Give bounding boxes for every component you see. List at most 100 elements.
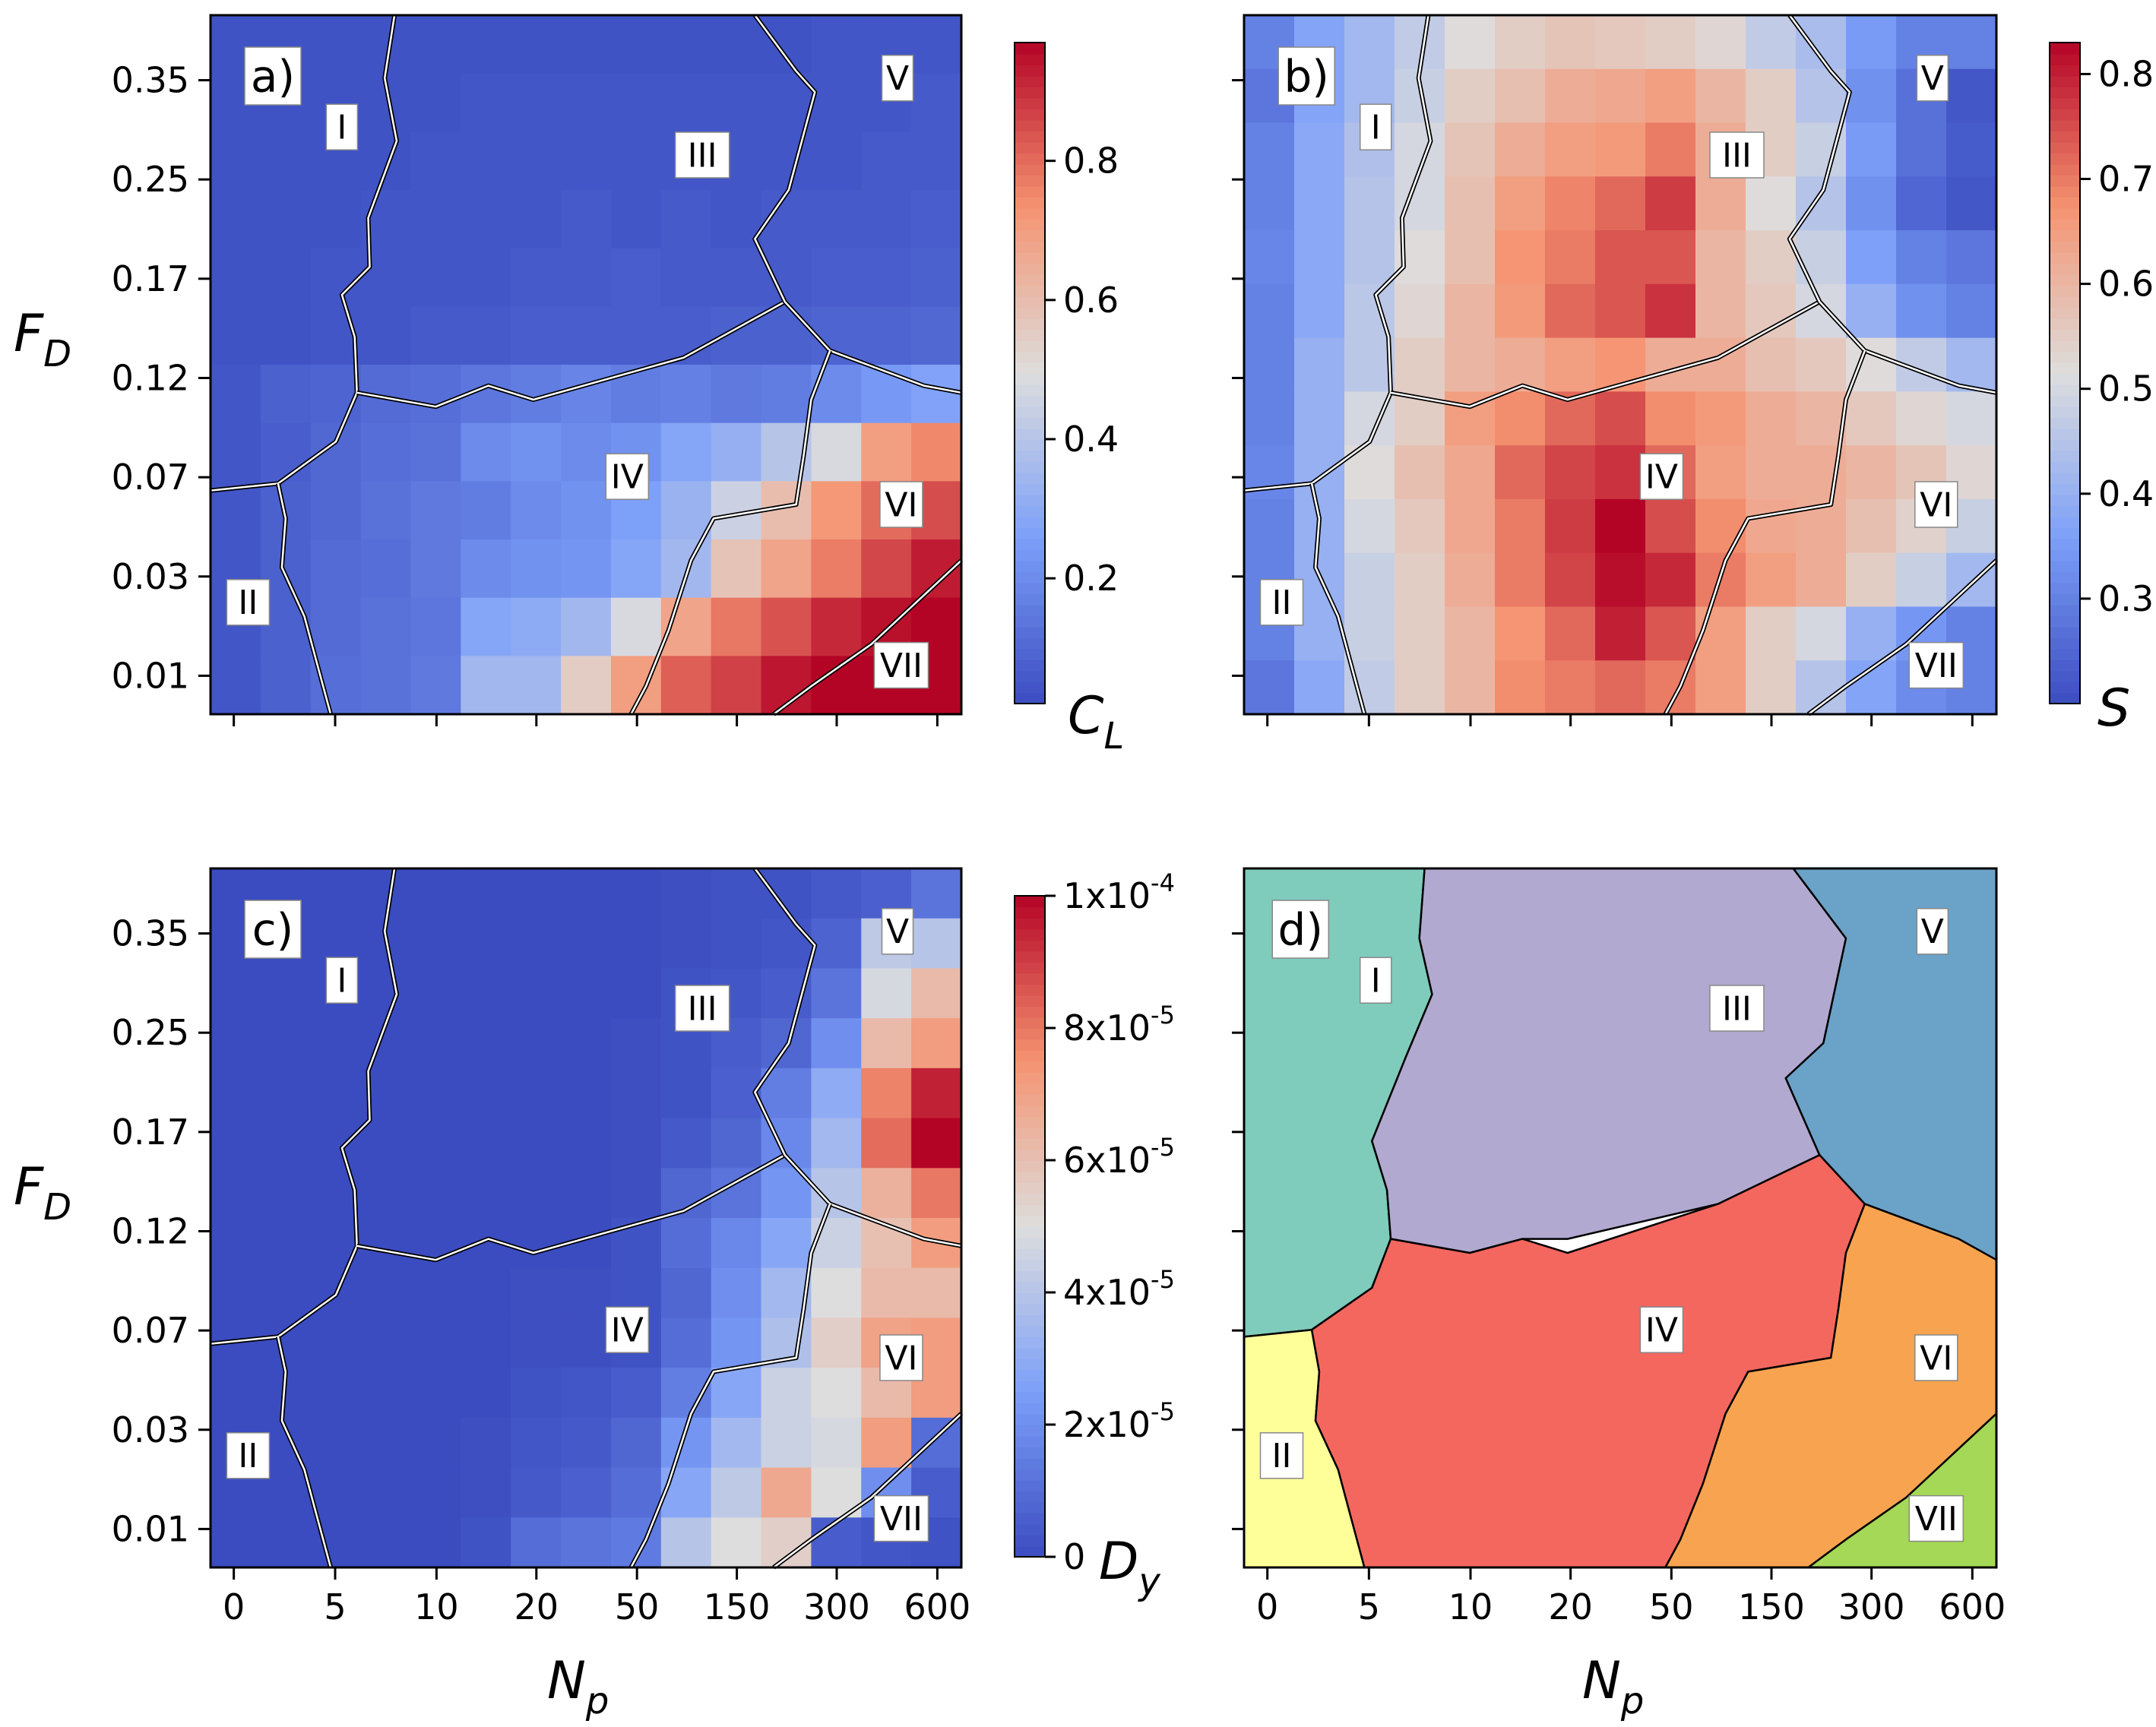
heatmap-cell — [1695, 15, 1746, 70]
colorbar-segment — [1015, 648, 1045, 660]
panel-letter: a) — [251, 50, 295, 102]
region-label: V — [1921, 913, 1944, 951]
colorbar-segment — [1015, 141, 1045, 153]
heatmap-cell — [461, 73, 511, 132]
heatmap-cell — [660, 1467, 712, 1518]
colorbar-segment — [2050, 251, 2080, 264]
colorbar-segment — [1015, 659, 1045, 672]
heatmap-cell — [1344, 552, 1395, 608]
heatmap-cell — [211, 968, 261, 1019]
colorbar-segment — [2050, 516, 2080, 528]
heatmap-cell — [310, 365, 362, 424]
heatmap-cell — [911, 1018, 962, 1069]
y-tick-label: 0.01 — [112, 655, 189, 696]
colorbar-segment — [1015, 1435, 1045, 1447]
region-label: V — [1921, 59, 1944, 98]
colorbar-segment — [2050, 307, 2080, 319]
region-boundary — [773, 559, 962, 716]
colorbar-segment — [1015, 682, 1045, 694]
heatmap-cell — [461, 1467, 511, 1518]
heatmap-cell — [1595, 230, 1646, 285]
colorbar-segment — [2050, 472, 2080, 484]
colorbar-tick-label: 0.4 — [1063, 419, 1119, 460]
heatmap-cell — [1294, 122, 1345, 177]
colorbar-segment — [1015, 109, 1045, 121]
colorbar-segment — [1015, 197, 1045, 209]
region-label: VII — [880, 1500, 923, 1539]
heatmap-cell — [511, 1467, 562, 1518]
label-box — [1908, 641, 1964, 689]
heatmap-cell — [1846, 230, 1897, 285]
heatmap-cell — [211, 422, 261, 482]
heatmap-cell — [511, 597, 562, 656]
heatmap-cell — [660, 248, 712, 307]
label-box — [1360, 957, 1392, 1004]
heatmap-cell — [1746, 176, 1797, 231]
heatmap-cell — [1395, 337, 1445, 392]
heatmap-cell — [310, 1467, 362, 1518]
colorbar-segment — [2050, 670, 2080, 682]
colorbar-segment — [1015, 1281, 1045, 1293]
colorbar-segment — [1015, 153, 1045, 165]
region-label: IV — [1645, 1311, 1678, 1350]
colorbar-segment — [2050, 219, 2080, 231]
heatmap-cell — [1445, 230, 1496, 285]
heatmap-cell — [511, 1218, 562, 1269]
label-box — [605, 453, 650, 500]
colorbar-tick-label: 0.8 — [1063, 141, 1119, 182]
y-tick-label: 0.07 — [112, 457, 189, 498]
heatmap-cell — [1896, 176, 1947, 231]
region-label: V — [886, 59, 909, 98]
y-tick-label: 0.12 — [112, 357, 189, 398]
colorbar-segment — [1015, 373, 1045, 385]
heatmap-cell — [410, 539, 461, 599]
heatmap-cell — [260, 1118, 312, 1169]
heatmap-cell — [561, 131, 612, 191]
heatmap-cell — [811, 968, 862, 1019]
heatmap-cell — [1645, 122, 1696, 177]
heatmap-cell — [1695, 68, 1746, 124]
y-tick-label: 0.35 — [112, 60, 189, 101]
heatmap-cell — [511, 1417, 562, 1469]
region-boundary — [630, 350, 831, 715]
colorbar-segment — [1015, 229, 1045, 242]
heatmap-cell — [660, 365, 712, 424]
region-label: II — [238, 584, 258, 622]
heatmap-cell — [1244, 122, 1295, 177]
heatmap-cell — [811, 1317, 862, 1368]
heatmap-cell — [911, 1267, 962, 1319]
heatmap-cell — [1495, 15, 1546, 70]
heatmap-cell — [1445, 552, 1496, 608]
heatmap-cell — [511, 306, 562, 365]
heatmap-cell — [811, 131, 862, 191]
heatmap-cell — [511, 1368, 562, 1419]
label-box — [325, 103, 359, 150]
region-boundary — [754, 14, 962, 394]
heatmap-cell — [211, 190, 261, 249]
heatmap-cell — [1796, 337, 1847, 392]
label-box — [873, 641, 929, 689]
colorbar-segment — [1015, 582, 1045, 594]
region-label: VI — [1920, 486, 1952, 524]
region-boundary — [277, 1336, 332, 1568]
heatmap-cell — [211, 365, 261, 424]
colorbar-segment — [1015, 395, 1045, 407]
x-axis-label-right: Np — [1582, 1651, 1644, 1722]
colorbar-tick-label: 0.8 — [2098, 53, 2154, 94]
heatmap-cell — [1896, 283, 1947, 339]
heatmap-cell — [360, 597, 412, 656]
heatmap-cell — [410, 1068, 461, 1119]
heatmap-cell — [1344, 230, 1395, 285]
x-tick-label: 5 — [324, 1586, 346, 1627]
heatmap-cell — [660, 422, 712, 482]
label-box — [1916, 55, 1949, 102]
heatmap-cell — [811, 422, 862, 482]
label-box — [1639, 453, 1684, 500]
colorbar-segment — [1015, 1391, 1045, 1403]
heatmap-cell — [911, 968, 962, 1019]
heatmap-cell — [711, 1417, 762, 1469]
heatmap-cell — [211, 1018, 261, 1069]
heatmap-cell — [1244, 337, 1295, 392]
colorbar-segment — [2050, 229, 2080, 242]
heatmap-cell — [310, 190, 362, 249]
